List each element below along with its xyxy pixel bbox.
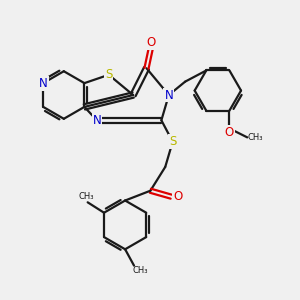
Text: O: O [225, 125, 234, 139]
Text: N: N [39, 76, 48, 90]
Text: N: N [92, 114, 101, 127]
Text: CH₃: CH₃ [248, 133, 263, 142]
Text: S: S [169, 135, 176, 148]
Text: S: S [105, 68, 112, 81]
Text: CH₃: CH₃ [78, 193, 94, 202]
Text: CH₃: CH₃ [133, 266, 148, 275]
Text: O: O [146, 36, 156, 49]
Text: O: O [173, 190, 182, 203]
Text: N: N [164, 88, 173, 101]
